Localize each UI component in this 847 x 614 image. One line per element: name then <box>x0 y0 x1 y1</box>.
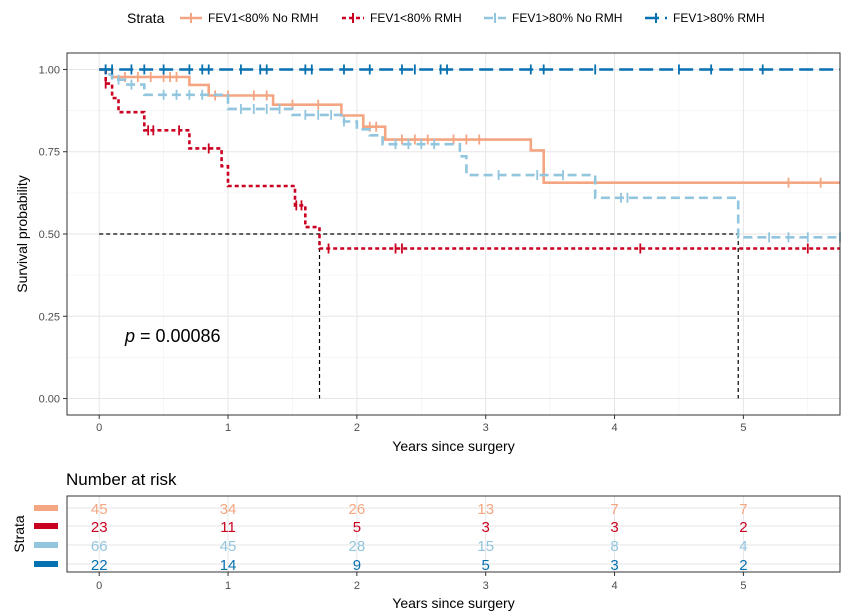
risk-count: 3 <box>482 519 490 536</box>
risk-count: 7 <box>739 501 747 518</box>
risk-x-tick-label: 4 <box>611 580 617 592</box>
risk-count: 26 <box>349 501 366 518</box>
series-group <box>99 64 841 243</box>
series-group <box>99 68 840 254</box>
risk-table-border <box>66 495 841 573</box>
risk-table-row: 66 45 28 15 8 4 <box>34 538 748 555</box>
risk-count: 23 <box>91 519 108 536</box>
risk-count: 2 <box>739 519 747 536</box>
legend-label: FEV1<80% RMH <box>370 11 462 25</box>
y-tick-label: 1.00 <box>39 64 60 76</box>
legend-title: Strata <box>127 10 165 26</box>
risk-count: 7 <box>610 501 618 518</box>
risk-count: 15 <box>477 538 494 555</box>
legend-label: FEV1>80% No RMH <box>512 11 622 25</box>
legend-label: FEV1<80% No RMH <box>208 11 318 25</box>
risk-count: 4 <box>739 538 747 555</box>
risk-count: 66 <box>91 538 108 555</box>
risk-count: 13 <box>477 501 494 518</box>
x-tick-label: 4 <box>611 422 617 434</box>
risk-count: 45 <box>91 501 108 518</box>
y-tick-label: 0.75 <box>39 147 60 159</box>
risk-count: 3 <box>610 519 618 536</box>
strata-color-swatch <box>34 523 58 529</box>
p-value-symbol: p <box>124 326 135 346</box>
x-tick-label: 2 <box>354 422 360 434</box>
risk-x-tick-label: 5 <box>740 580 746 592</box>
risk-count: 2 <box>739 557 747 574</box>
risk-x-tick-label: 2 <box>354 580 360 592</box>
survival-curve <box>99 68 840 239</box>
x-tick-label: 1 <box>225 422 231 434</box>
risk-count: 5 <box>482 557 490 574</box>
plot-border <box>66 52 841 416</box>
risk-count: 34 <box>220 501 237 518</box>
y-axis-title: Survival probability <box>14 175 30 293</box>
x-axis-title: Years since surgery <box>392 438 514 454</box>
risk-y-axis-title: Strata <box>11 515 27 553</box>
risk-table-row: 45 34 26 13 7 7 <box>34 501 748 518</box>
p-value-annotation: p = 0.00086 <box>124 326 221 346</box>
y-tick-label: 0.25 <box>39 311 60 323</box>
y-tick-label: 0.50 <box>39 229 60 241</box>
risk-count: 8 <box>610 538 618 555</box>
x-tick-label: 5 <box>740 422 746 434</box>
risk-x-axis-title: Years since surgery <box>392 595 514 611</box>
risk-count: 3 <box>610 557 618 574</box>
risk-count: 45 <box>220 538 237 555</box>
legend-item: FEV1<80% RMH <box>342 11 462 25</box>
risk-x-tick-label: 1 <box>225 580 231 592</box>
risk-count: 11 <box>220 519 236 536</box>
risk-count: 28 <box>349 538 366 555</box>
series-group <box>99 64 840 75</box>
risk-count: 5 <box>353 519 361 536</box>
risk-table-title: Number at risk <box>66 470 177 489</box>
p-value-text: = 0.00086 <box>135 326 221 346</box>
risk-x-tick-label: 0 <box>96 580 102 592</box>
survival-curve <box>99 68 840 184</box>
risk-table-background <box>67 496 840 572</box>
risk-count: 9 <box>353 557 361 574</box>
x-tick-label: 3 <box>483 422 489 434</box>
risk-count: 14 <box>220 557 237 574</box>
survival-curve <box>99 68 840 250</box>
strata-color-swatch <box>34 561 58 567</box>
y-tick-label: 0.00 <box>39 394 60 406</box>
legend-item: FEV1<80% No RMH <box>180 11 318 25</box>
strata-color-swatch <box>34 505 58 511</box>
legend: Strata FEV1<80% No RMH FEV1<80% RMH FEV1>8… <box>127 10 765 26</box>
plot-panel: 0 1 2 3 4 5 0.00 0.25 0.50 0.75 1.00 p = 0.00086 Yea… <box>14 52 841 454</box>
legend-item: FEV1>80% No RMH <box>484 11 622 25</box>
risk-table-row: 23 11 5 3 3 2 <box>34 519 748 536</box>
legend-item: FEV1>80% RMH <box>645 11 765 25</box>
risk-x-tick-label: 3 <box>483 580 489 592</box>
legend-label: FEV1>80% RMH <box>673 11 765 25</box>
x-tick-label: 0 <box>96 422 102 434</box>
strata-color-swatch <box>34 542 58 548</box>
risk-count: 22 <box>91 557 108 574</box>
risk-table-row: 22 14 9 5 3 2 <box>34 557 748 574</box>
